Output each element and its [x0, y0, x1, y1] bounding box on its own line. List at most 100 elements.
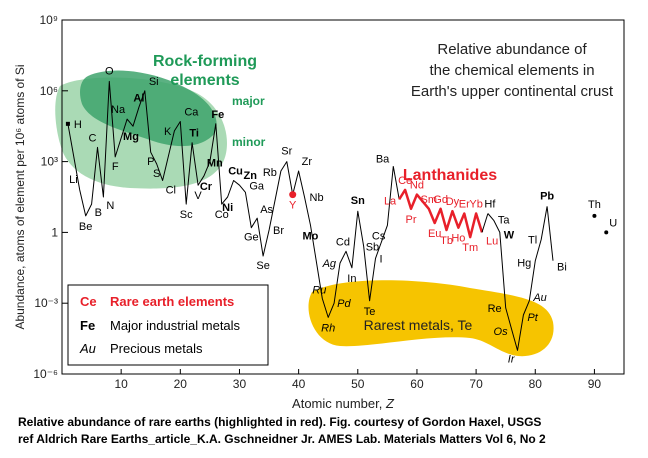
- series-line-connector: [392, 166, 400, 200]
- element-label-in: In: [347, 273, 356, 285]
- series-line-lanthanides: [398, 188, 484, 239]
- element-label-tl: Tl: [528, 234, 537, 246]
- series-line-pb-bi: [546, 206, 554, 261]
- element-label-v: V: [194, 190, 202, 202]
- element-label-mo: Mo: [303, 230, 319, 242]
- y-tick-label: 10⁶: [40, 84, 58, 98]
- x-tick-label: 40: [292, 377, 306, 391]
- element-label-au: Au: [532, 292, 546, 304]
- x-tick-label: 80: [529, 377, 543, 391]
- element-label-as: As: [260, 204, 273, 216]
- element-label-eu: Eu: [428, 228, 441, 240]
- series-line-heavy: [487, 206, 548, 351]
- y-tick-label: 10⁻³: [34, 296, 58, 310]
- element-label-mn: Mn: [207, 158, 223, 170]
- series-line-connector: [481, 213, 489, 233]
- element-label-ag: Ag: [322, 258, 337, 270]
- legend-label-precious: Precious metals: [110, 341, 203, 356]
- y-tick-label: 10⁹: [40, 13, 59, 27]
- x-tick-label: 50: [351, 377, 365, 391]
- element-label-c: C: [89, 132, 97, 144]
- element-label-sr: Sr: [281, 146, 292, 158]
- element-label-te: Te: [364, 306, 376, 318]
- chart-title-line-1: Relative abundance of: [437, 41, 587, 58]
- element-label-si: Si: [149, 76, 159, 88]
- y-tick-label: 1: [51, 225, 58, 239]
- element-label-ta: Ta: [498, 215, 511, 227]
- element-label-u: U: [609, 217, 617, 229]
- element-label-pb: Pb: [540, 190, 554, 202]
- element-label-i: I: [380, 253, 383, 265]
- legend-symbol-major: Fe: [80, 318, 95, 333]
- element-label-er: Er: [459, 199, 470, 211]
- element-label-k: K: [164, 126, 172, 138]
- element-label-ba: Ba: [376, 153, 390, 165]
- element-label-tb: Tb: [440, 235, 453, 247]
- element-label-ga: Ga: [249, 180, 265, 192]
- y-tick-label: 10³: [41, 155, 58, 169]
- element-label-al: Al: [133, 92, 144, 104]
- legend-label-rare-earth: Rare earth elements: [110, 294, 234, 309]
- element-label-s: S: [153, 168, 160, 180]
- x-axis-label: Atomic number, Z: [292, 396, 395, 410]
- element-label-li: Li: [69, 174, 78, 186]
- element-label-pt: Pt: [527, 312, 538, 324]
- element-label-zr: Zr: [302, 156, 313, 168]
- element-label-se: Se: [256, 260, 269, 272]
- element-label-sb: Sb: [366, 242, 379, 254]
- region-label: Lanthanides: [403, 167, 497, 184]
- element-label-cu: Cu: [228, 165, 243, 177]
- point-y: [289, 191, 297, 199]
- element-label-zn: Zn: [243, 170, 257, 182]
- element-label-pd: Pd: [337, 298, 351, 310]
- x-tick-label: 30: [233, 377, 247, 391]
- element-label-os: Os: [494, 326, 509, 338]
- figure-caption-line-2: ref Aldrich Rare Earths_article_K.A. Gsc…: [18, 432, 546, 446]
- element-label-hg: Hg: [517, 258, 531, 270]
- element-label-ru: Ru: [312, 284, 326, 296]
- plot-frame: [61, 19, 625, 375]
- region-label-rock-forming: Rock-forming: [153, 53, 257, 70]
- region-label: Rarest metals, Te: [364, 317, 473, 333]
- legend-symbol-rare-earth: Ce: [80, 294, 97, 309]
- element-label-br: Br: [273, 225, 284, 237]
- x-tick-label: 10: [114, 377, 128, 391]
- element-label-n: N: [106, 200, 114, 212]
- element-label-ge: Ge: [244, 232, 259, 244]
- x-tick-label: 70: [469, 377, 483, 391]
- element-label-ho: Ho: [451, 233, 465, 245]
- point-th: [592, 213, 597, 218]
- element-label-rb: Rb: [263, 167, 277, 179]
- x-tick-label: 90: [588, 377, 602, 391]
- element-label-p: P: [147, 156, 154, 168]
- series-line-main: [67, 80, 394, 318]
- element-label-re: Re: [488, 303, 502, 315]
- y-axis-label: Abundance, atoms of element per 10⁶ atom…: [13, 64, 27, 329]
- element-label-dy: Dy: [446, 196, 460, 208]
- element-label-mg: Mg: [123, 131, 139, 143]
- element-label-tm: Tm: [462, 242, 478, 254]
- element-label-ti: Ti: [189, 128, 199, 140]
- element-label-be: Be: [79, 221, 92, 233]
- element-label-sn: Sn: [351, 195, 365, 207]
- legend-box: [67, 284, 269, 366]
- element-label-yb: Yb: [469, 199, 482, 211]
- element-label-gd: Gd: [433, 194, 448, 206]
- element-label-pr: Pr: [406, 214, 417, 226]
- point-h: [65, 121, 70, 126]
- element-label-rh: Rh: [321, 322, 335, 334]
- element-label-sm: Sm: [421, 194, 438, 206]
- legend-label-major: Major industrial metals: [110, 318, 241, 333]
- y-tick-label: 10⁻⁶: [33, 367, 58, 381]
- element-label-f: F: [112, 161, 119, 173]
- element-label-h: H: [74, 119, 82, 131]
- legend: Ce Rare earth elements Fe Major industri…: [67, 284, 269, 366]
- element-label-na: Na: [111, 104, 126, 116]
- element-label-nb: Nb: [310, 192, 324, 204]
- element-label-sc: Sc: [180, 209, 193, 221]
- element-label-lu: Lu: [486, 235, 498, 247]
- element-label-co: Co: [215, 209, 229, 221]
- element-label-bi: Bi: [557, 262, 567, 274]
- element-label-o: O: [105, 65, 114, 77]
- element-label-nd: Nd: [410, 180, 424, 192]
